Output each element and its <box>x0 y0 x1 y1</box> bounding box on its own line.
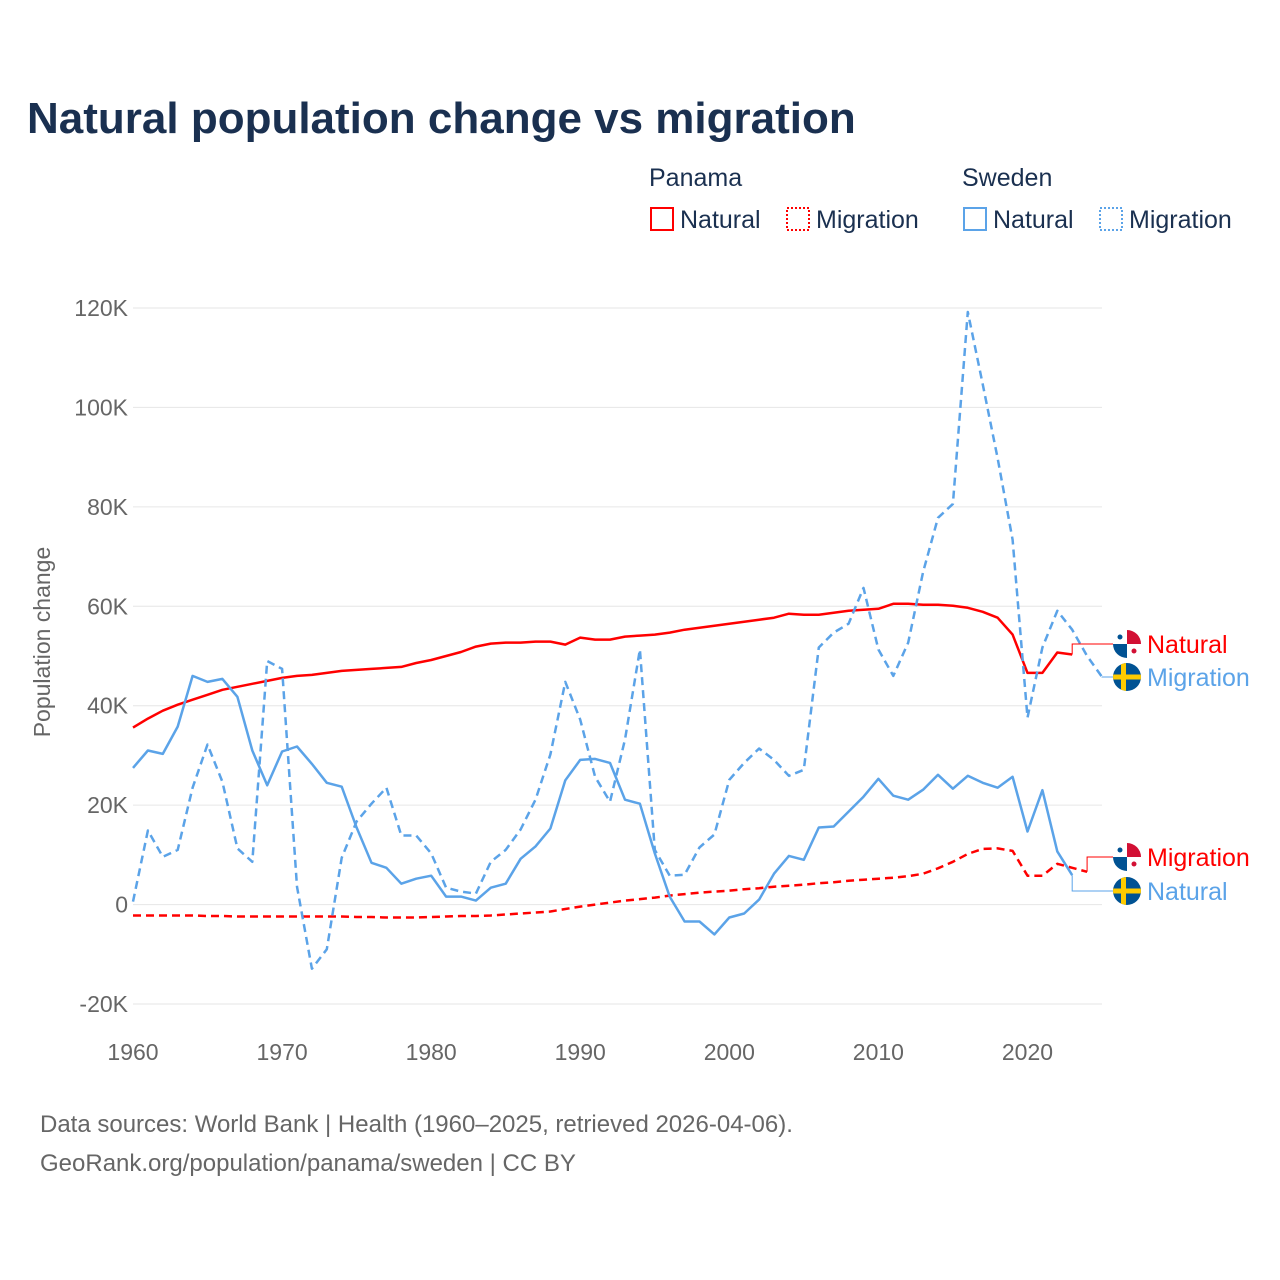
footer-link[interactable]: GeoRank.org/population/panama/sweden | C… <box>40 1150 576 1177</box>
sweden-flag-icon <box>1113 877 1141 905</box>
y-tick-label: 20K <box>87 792 129 818</box>
y-tick-label: -20K <box>79 991 128 1017</box>
y-axis: -20K 0 20K 40K 60K 80K 100K 120K <box>74 295 128 1017</box>
end-labels: Natural Migration Natural Migration <box>1071 630 1250 906</box>
y-tick-label: 0 <box>115 892 128 918</box>
end-label-sweden-natural: Natural <box>1147 878 1228 906</box>
x-tick-label: 1970 <box>256 1039 307 1065</box>
x-tick-label: 1990 <box>555 1039 606 1065</box>
x-tick-label: 2000 <box>704 1039 755 1065</box>
legend-group-sweden: Sweden <box>962 164 1052 192</box>
legend: Panama Sweden Natural Migration Natural … <box>649 164 1232 234</box>
end-label-panama-migration: Migration <box>1147 844 1250 872</box>
panama-flag-icon <box>1113 843 1141 871</box>
x-tick-label: 2020 <box>1002 1039 1053 1065</box>
series-line-panama-migration[interactable] <box>133 847 1088 919</box>
legend-group-panama: Panama <box>649 164 742 192</box>
legend-swatch-sweden-natural <box>963 207 987 231</box>
end-label-connector <box>1086 856 1114 872</box>
legend-swatch-panama-natural <box>650 207 674 231</box>
end-label-connector <box>1071 875 1114 892</box>
y-tick-label: 120K <box>74 295 128 321</box>
end-label-sweden-migration: Migration <box>1147 664 1250 692</box>
series-line-sweden-migration[interactable] <box>131 310 1104 970</box>
end-label-panama-natural: Natural <box>1147 631 1228 659</box>
legend-label-sweden-natural[interactable]: Natural <box>993 206 1074 234</box>
x-axis: 1960 1970 1980 1990 2000 2010 2020 <box>107 1039 1053 1065</box>
y-tick-label: 100K <box>74 394 128 420</box>
end-label-connector <box>1071 643 1114 655</box>
legend-swatch-sweden-migration <box>1099 207 1123 231</box>
x-tick-label: 1960 <box>107 1039 158 1065</box>
series-line-sweden-natural[interactable] <box>132 674 1074 936</box>
y-axis-label: Population change <box>29 547 55 738</box>
footer-source: Data sources: World Bank | Health (1960–… <box>40 1111 793 1138</box>
chart-title: Natural population change vs migration <box>27 94 856 143</box>
legend-label-panama-natural[interactable]: Natural <box>680 206 761 234</box>
y-tick-label: 60K <box>87 593 129 619</box>
panama-flag-icon <box>1113 630 1141 658</box>
x-tick-label: 2010 <box>853 1039 904 1065</box>
legend-label-sweden-migration[interactable]: Migration <box>1129 206 1232 234</box>
gridlines <box>133 307 1102 1005</box>
sweden-flag-icon <box>1113 663 1141 691</box>
x-tick-label: 1980 <box>406 1039 457 1065</box>
legend-label-panama-migration[interactable]: Migration <box>816 206 919 234</box>
legend-swatch-panama-migration <box>786 207 810 231</box>
y-tick-label: 40K <box>87 693 129 719</box>
series-lines <box>131 310 1104 970</box>
y-tick-label: 80K <box>87 494 129 520</box>
